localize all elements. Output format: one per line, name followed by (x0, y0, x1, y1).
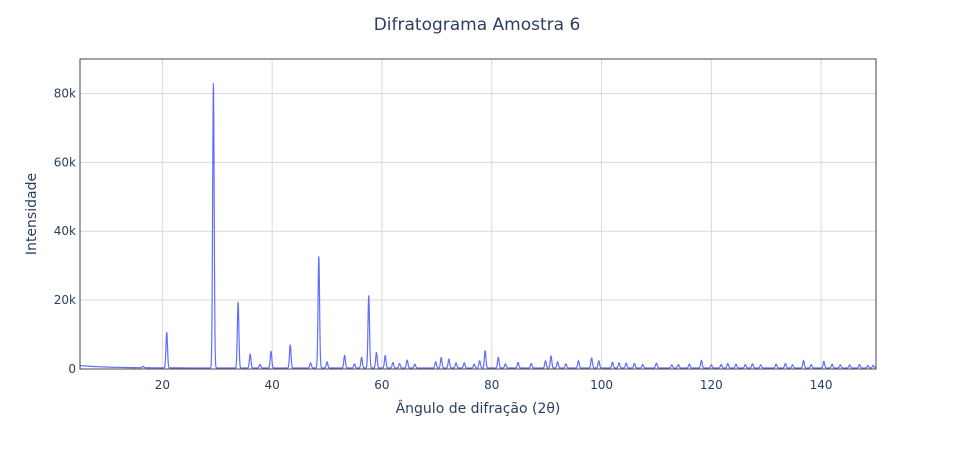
chart-title: Difratograma Amostra 6 (374, 15, 581, 35)
y-tick-label: 40k (54, 224, 76, 238)
x-tick-label: 40 (264, 378, 279, 392)
x-tick-label: 140 (810, 378, 833, 392)
tick-labels: 20 40 60 80 100 120 140 0 20k 40k 60k 80k (54, 86, 833, 392)
y-tick-label: 0 (68, 362, 76, 376)
x-axis-label: Ângulo de difração (2θ) (396, 399, 561, 417)
diffraction-line (79, 83, 877, 369)
y-tick-label: 20k (54, 293, 76, 307)
x-tick-label: 80 (484, 378, 499, 392)
y-tick-label: 60k (54, 155, 76, 169)
plot-area (80, 59, 876, 369)
x-tick-label: 60 (374, 378, 389, 392)
x-tick-label: 20 (155, 378, 170, 392)
series-layer (79, 83, 877, 369)
y-tick-label: 80k (54, 86, 76, 100)
y-axis-label: Intensidade (24, 173, 40, 255)
x-tick-label: 100 (590, 378, 613, 392)
plot-frame (79, 58, 877, 370)
x-tick-label: 120 (700, 378, 723, 392)
